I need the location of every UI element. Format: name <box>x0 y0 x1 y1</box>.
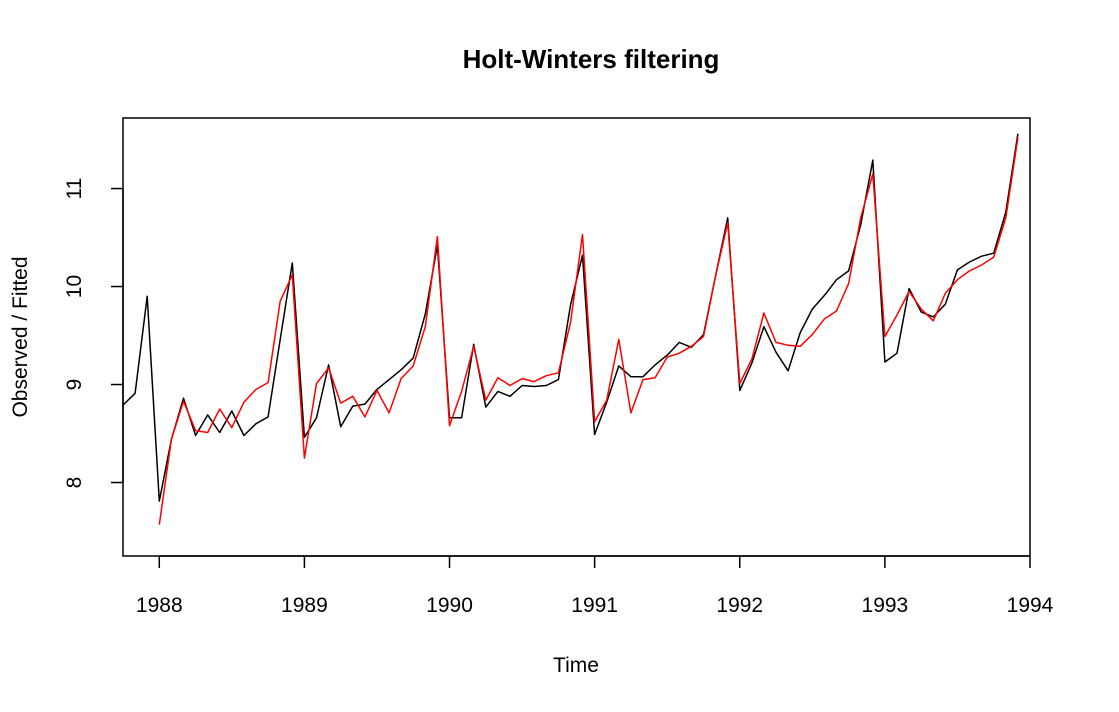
x-tick-label: 1992 <box>716 594 763 617</box>
x-tick-label: 1994 <box>1007 594 1054 617</box>
x-tick-label: 1988 <box>136 594 183 617</box>
x-tick-label: 1993 <box>862 594 909 617</box>
y-tick-label: 8 <box>63 477 86 489</box>
x-tick-label: 1990 <box>426 594 473 617</box>
y-tick-label: 11 <box>63 178 86 200</box>
x-axis: 1988 1989 1990 1991 1992 1993 1994 <box>136 555 1054 617</box>
y-axis-label: Observed / Fitted <box>9 256 32 417</box>
y-axis: 8 9 10 11 <box>63 178 124 489</box>
series-line-fitted <box>158 137 1019 525</box>
chart-title: Holt-Winters filtering <box>463 44 720 74</box>
x-tick-label: 1989 <box>281 594 328 617</box>
series-line-observed <box>122 133 1019 502</box>
series-layer <box>122 133 1019 525</box>
x-axis-label: Time <box>553 654 599 677</box>
plot-frame <box>122 117 1031 557</box>
x-tick-label: 1991 <box>571 594 618 617</box>
y-tick-label: 10 <box>63 275 86 298</box>
y-tick-label: 9 <box>63 379 86 391</box>
